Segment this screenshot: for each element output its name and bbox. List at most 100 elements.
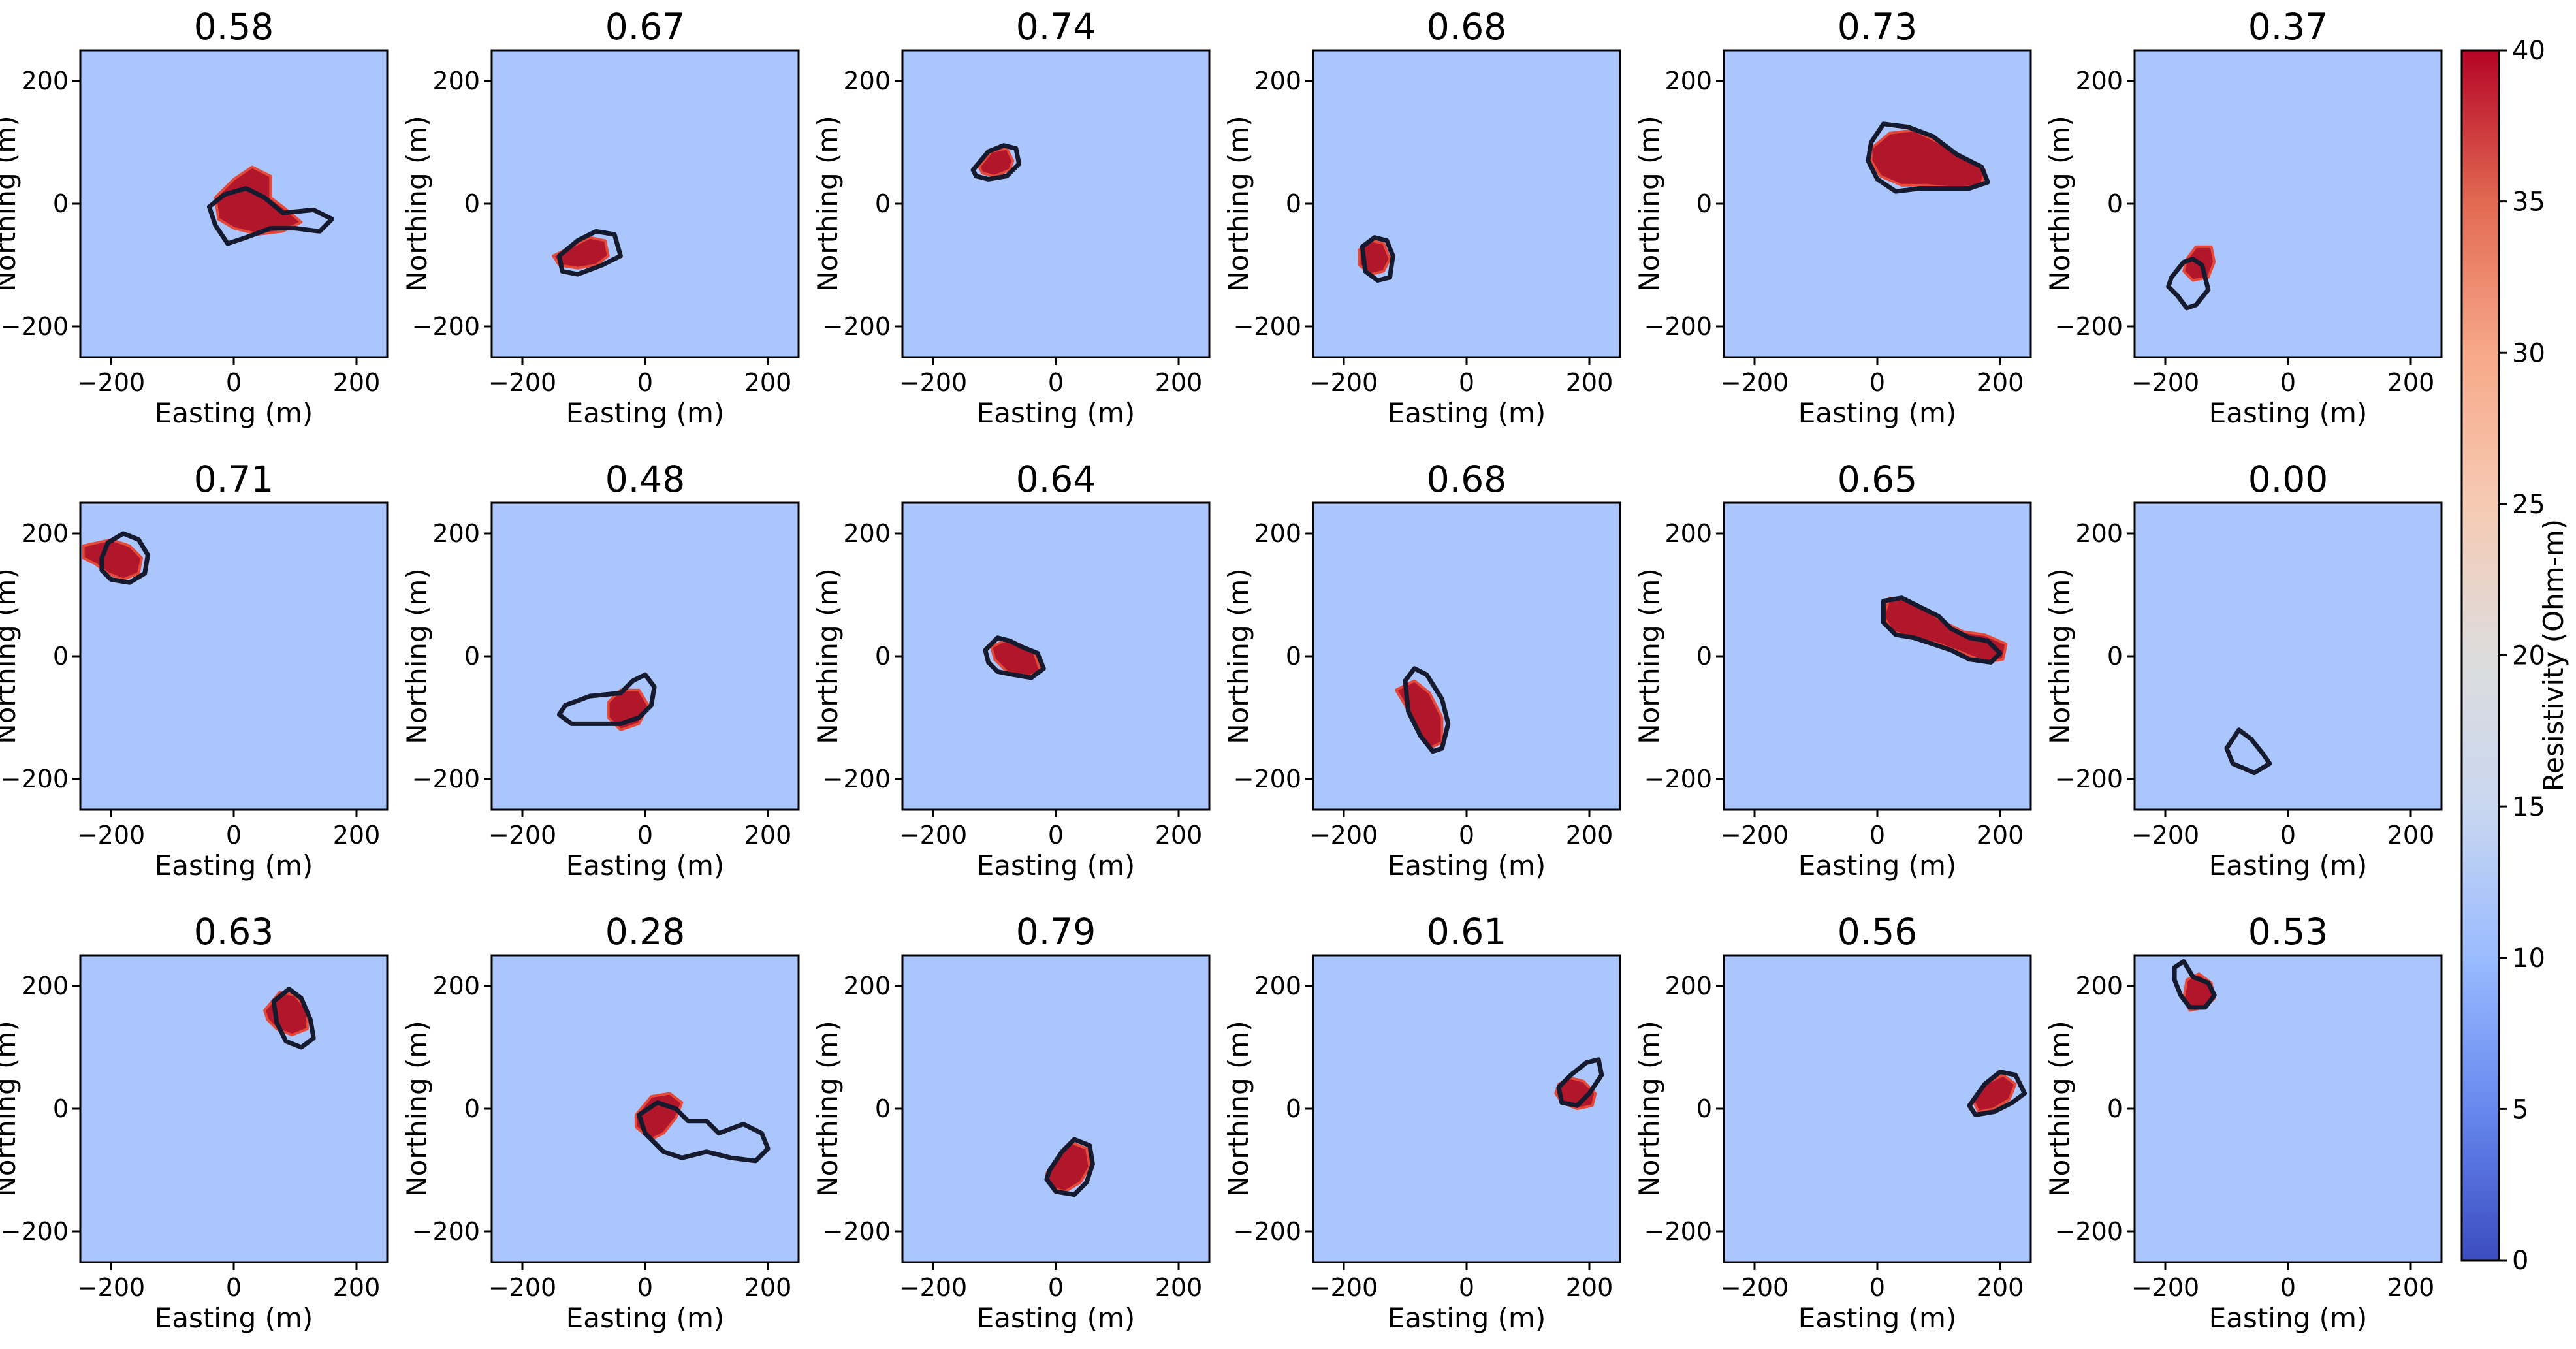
- panel-background: [1313, 955, 1620, 1262]
- true-body-outline: [556, 229, 623, 277]
- panel-18: 0.53 −200 0 200 −200 0 200 Easting (m) Northing …: [2044, 911, 2443, 1334]
- y-axis-label: Northing (m): [812, 1021, 844, 1196]
- true-body-outline: [1556, 1057, 1604, 1108]
- y-axis-label: Northing (m): [401, 1021, 433, 1196]
- y-tick-label: −200: [1, 765, 69, 793]
- panel-title: 0.79: [1016, 911, 1096, 953]
- y-axis-label: Northing (m): [0, 116, 22, 291]
- y-tick-label: −200: [2055, 765, 2123, 793]
- panel-title: 0.74: [1016, 6, 1096, 48]
- x-tick-label: 200: [744, 821, 792, 849]
- x-tick-label: 0: [637, 821, 653, 849]
- true-body-outline: [1044, 1137, 1095, 1198]
- panels-layer: 0.58 −200 0 200 −200 0 200 Easting (m) Northing …: [0, 6, 2443, 1334]
- panel-title: 0.67: [605, 6, 685, 48]
- x-axis-label: Easting (m): [1798, 397, 1957, 429]
- y-tick-label: −200: [1, 1217, 69, 1246]
- x-tick-label: 200: [333, 821, 381, 849]
- x-tick-label: −200: [1721, 368, 1789, 397]
- x-tick-label: 200: [1977, 368, 2024, 397]
- colorbar-label: Resistivity (Ohm-m): [2537, 519, 2569, 791]
- x-axis-label: Easting (m): [566, 1302, 725, 1334]
- panel-2: 0.67 −200 0 200 −200 0 200 Easting (m) Northing …: [401, 6, 800, 429]
- colorbar-gradient: [2462, 50, 2499, 1260]
- y-tick-label: 0: [1696, 1094, 1712, 1123]
- y-tick-label: 200: [1254, 972, 1301, 1000]
- y-tick-label: 200: [21, 67, 69, 95]
- y-tick-label: −200: [412, 312, 480, 341]
- y-tick-label: −200: [1644, 312, 1712, 341]
- x-tick-label: 0: [1048, 821, 1064, 849]
- y-axis-label: Northing (m): [1633, 1021, 1665, 1196]
- y-tick-label: 200: [843, 67, 891, 95]
- x-tick-label: −200: [488, 368, 556, 397]
- x-tick-label: −200: [77, 821, 145, 849]
- y-tick-label: −200: [1644, 765, 1712, 793]
- panel-3: 0.74 −200 0 200 −200 0 200 Easting (m) Northing …: [812, 6, 1211, 429]
- x-tick-label: 0: [226, 821, 242, 849]
- panel-background: [1313, 50, 1620, 357]
- y-tick-label: 200: [2075, 972, 2123, 1000]
- panel-background: [2135, 503, 2441, 810]
- colorbar-tick-label: 25: [2512, 490, 2545, 520]
- x-tick-label: 200: [1977, 1273, 2024, 1302]
- true-body-outline: [271, 987, 316, 1050]
- x-axis-label: Easting (m): [977, 397, 1136, 429]
- panel-background: [1313, 503, 1620, 810]
- x-axis-label: Easting (m): [155, 397, 313, 429]
- colorbar-tick-label: 30: [2512, 338, 2545, 368]
- panel-10: 0.68 −200 0 200 −200 0 200 Easting (m) Northing …: [1222, 458, 1621, 881]
- panel-12: 0.00 −200 0 200 −200 0 200 Easting (m) Northing …: [2044, 458, 2443, 881]
- y-tick-label: 0: [53, 642, 69, 671]
- x-tick-label: −200: [488, 1273, 556, 1302]
- true-body-outline: [556, 672, 657, 726]
- x-tick-label: −200: [2131, 368, 2199, 397]
- x-tick-label: 0: [1459, 821, 1474, 849]
- x-axis-label: Easting (m): [2209, 849, 2368, 881]
- x-tick-label: −200: [77, 368, 145, 397]
- true-body-outline: [206, 186, 334, 246]
- x-tick-label: −200: [1310, 1273, 1378, 1302]
- y-tick-label: −200: [2055, 1217, 2123, 1246]
- panel-9: 0.64 −200 0 200 −200 0 200 Easting (m) Northing …: [812, 458, 1211, 881]
- x-tick-label: −200: [1721, 821, 1789, 849]
- x-tick-label: 0: [1869, 1273, 1885, 1302]
- colorbar-ticks: 0 5 10 15 20 25 30 35 40: [2499, 36, 2545, 1276]
- x-tick-label: 200: [2387, 1273, 2435, 1302]
- panel-title: 0.71: [194, 458, 274, 500]
- y-tick-label: 0: [1696, 642, 1712, 671]
- y-axis-label: Northing (m): [401, 568, 433, 744]
- colorbar-tick-label: 35: [2512, 187, 2545, 217]
- y-axis-label: Northing (m): [2044, 568, 2076, 744]
- panel-11: 0.65 −200 0 200 −200 0 200 Easting (m) Northing …: [1633, 458, 2032, 881]
- y-axis-label: Northing (m): [1633, 116, 1665, 291]
- y-tick-label: 200: [843, 972, 891, 1000]
- y-tick-label: 0: [2107, 189, 2123, 218]
- x-tick-label: 0: [1459, 1273, 1474, 1302]
- x-tick-label: 0: [2280, 821, 2296, 849]
- y-tick-label: 0: [464, 642, 480, 671]
- panel-7: 0.71 −200 0 200 −200 0 200 Easting (m) Northing …: [0, 458, 389, 881]
- panel-title: 0.58: [194, 6, 274, 48]
- y-axis-label: Northing (m): [1222, 116, 1254, 291]
- panel-15: 0.79 −200 0 200 −200 0 200 Easting (m) Northing …: [812, 911, 1211, 1334]
- x-axis-label: Easting (m): [1388, 397, 1546, 429]
- colorbar-tick-label: 10: [2512, 944, 2545, 974]
- recovered-anomaly: [214, 165, 303, 236]
- x-tick-label: −200: [1721, 1273, 1789, 1302]
- panel-title: 0.64: [1016, 458, 1096, 500]
- y-tick-label: −200: [823, 765, 891, 793]
- true-body-outline: [99, 531, 150, 585]
- x-axis-label: Easting (m): [1798, 1302, 1957, 1334]
- panel-background: [1724, 50, 2031, 357]
- true-body-outline: [2224, 727, 2272, 776]
- y-tick-label: 200: [843, 519, 891, 548]
- y-tick-label: −200: [2055, 312, 2123, 341]
- y-tick-label: 0: [1286, 642, 1301, 671]
- x-tick-label: 200: [2387, 368, 2435, 397]
- x-tick-label: 0: [637, 368, 653, 397]
- x-axis-label: Easting (m): [2209, 1302, 2368, 1334]
- y-axis-label: Northing (m): [0, 1021, 22, 1196]
- x-tick-label: 0: [1869, 368, 1885, 397]
